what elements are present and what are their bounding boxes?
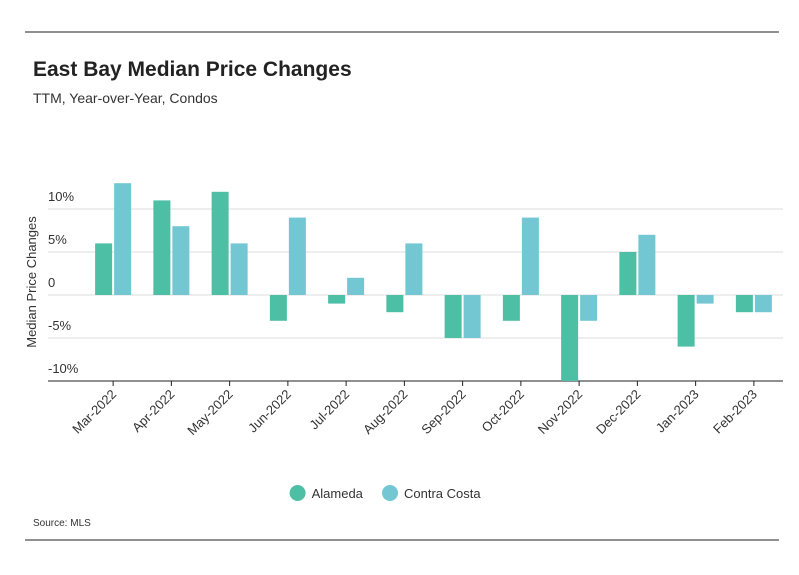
x-tick-label: Sep-2022 <box>418 387 468 437</box>
chart-subtitle: TTM, Year-over-Year, Condos <box>33 90 218 106</box>
bar <box>677 295 695 347</box>
chart-title: East Bay Median Price Changes <box>33 58 352 81</box>
bar <box>502 295 520 321</box>
x-tick-label: Dec-2022 <box>593 387 643 437</box>
bar <box>405 243 423 295</box>
x-tick-label: Aug-2022 <box>360 387 410 437</box>
x-tick-label: Jun-2022 <box>245 387 294 436</box>
legend-swatch <box>382 485 398 501</box>
bar <box>95 243 113 295</box>
y-tick-label: -10% <box>48 361 79 376</box>
x-tick-label: May-2022 <box>184 387 235 438</box>
bar <box>269 295 287 321</box>
y-tick-label: -5% <box>48 318 72 333</box>
bar <box>735 295 753 313</box>
bar <box>754 295 772 313</box>
bar <box>561 295 579 381</box>
bar <box>638 234 656 295</box>
bar <box>347 277 365 295</box>
bar <box>114 183 132 295</box>
legend-label: Alameda <box>312 486 364 501</box>
x-tick-label: Apr-2022 <box>129 387 177 435</box>
bar <box>696 295 714 304</box>
x-tick-label: Oct-2022 <box>479 387 527 435</box>
x-tick-label: Nov-2022 <box>535 387 585 437</box>
bar <box>619 252 637 295</box>
x-tick-label: Jul-2022 <box>306 387 352 433</box>
bar <box>211 191 229 295</box>
legend-swatch <box>289 485 306 501</box>
bar <box>580 295 598 321</box>
bar <box>172 226 190 295</box>
source: Source: MLS <box>33 518 91 529</box>
y-axis-label: Median Price Changes <box>24 216 39 348</box>
x-tick-label: Jan-2023 <box>653 387 702 436</box>
bar <box>521 217 539 295</box>
legend-label: Contra Costa <box>404 486 481 501</box>
y-tick-label: 5% <box>48 232 67 247</box>
bar <box>153 200 171 295</box>
x-tick-label: Feb-2023 <box>710 387 760 437</box>
bar <box>328 295 346 304</box>
y-tick-label: 10% <box>48 189 74 204</box>
bar <box>444 295 462 338</box>
bar <box>386 295 404 313</box>
bar <box>230 243 248 295</box>
y-tick-label: 0 <box>48 275 55 290</box>
bar <box>288 217 306 295</box>
bar <box>463 295 481 338</box>
x-tick-label: Mar-2022 <box>69 387 119 437</box>
